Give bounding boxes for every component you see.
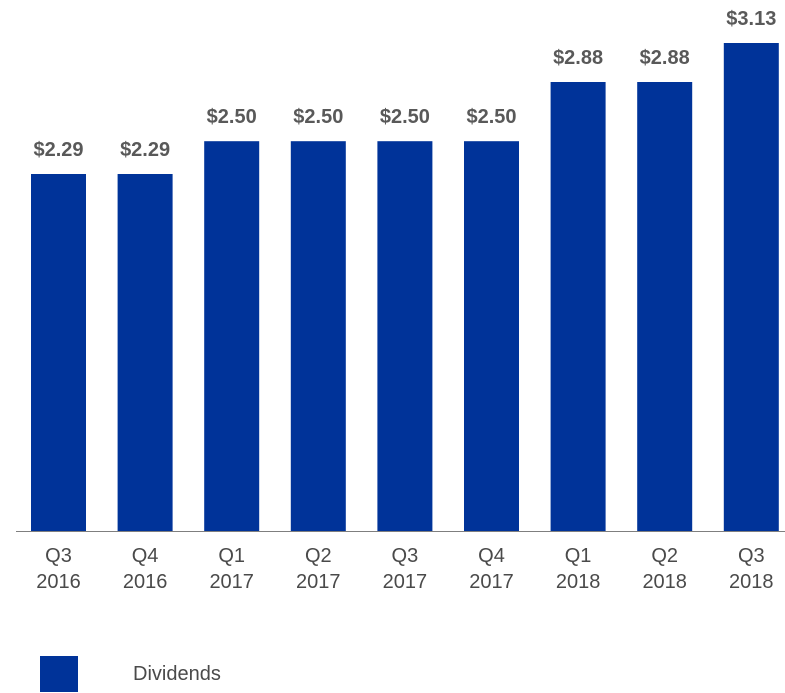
data-label-6: $2.88 [553,47,603,69]
legend-swatch-dividends [40,656,78,692]
data-label-7: $2.88 [640,47,690,69]
bar-4 [377,141,433,531]
bar-5 [464,141,519,531]
bar-0 [31,174,86,531]
bar-6 [550,82,606,531]
bar-2 [204,141,260,531]
x-tick-label-1: Q4 2016 [123,545,168,593]
x-tick-label-5: Q4 2017 [469,545,514,593]
legend: Dividends [40,656,221,692]
data-label-3: $2.50 [293,106,343,128]
legend-label-dividends: Dividends [133,662,221,685]
x-tick-label-8: Q3 2018 [729,545,774,593]
x-tick-label-6: Q1 2018 [556,545,601,593]
x-tick-label-2: Q1 2017 [209,545,254,593]
data-label-2: $2.50 [207,106,257,128]
bar-1 [117,174,173,531]
bar-8 [723,43,779,531]
x-tick-label-3: Q2 2017 [296,545,341,593]
x-tick-label-0: Q3 2016 [36,545,81,593]
data-label-0: $2.29 [33,139,83,161]
bar-3 [290,141,346,531]
x-tick-label-7: Q2 2018 [642,545,687,593]
data-label-1: $2.29 [120,139,170,161]
data-label-5: $2.50 [466,106,516,128]
data-label-4: $2.50 [380,106,430,128]
data-label-8: $3.13 [726,8,776,30]
x-tick-label-4: Q3 2017 [383,545,428,593]
bar-7 [637,82,693,531]
